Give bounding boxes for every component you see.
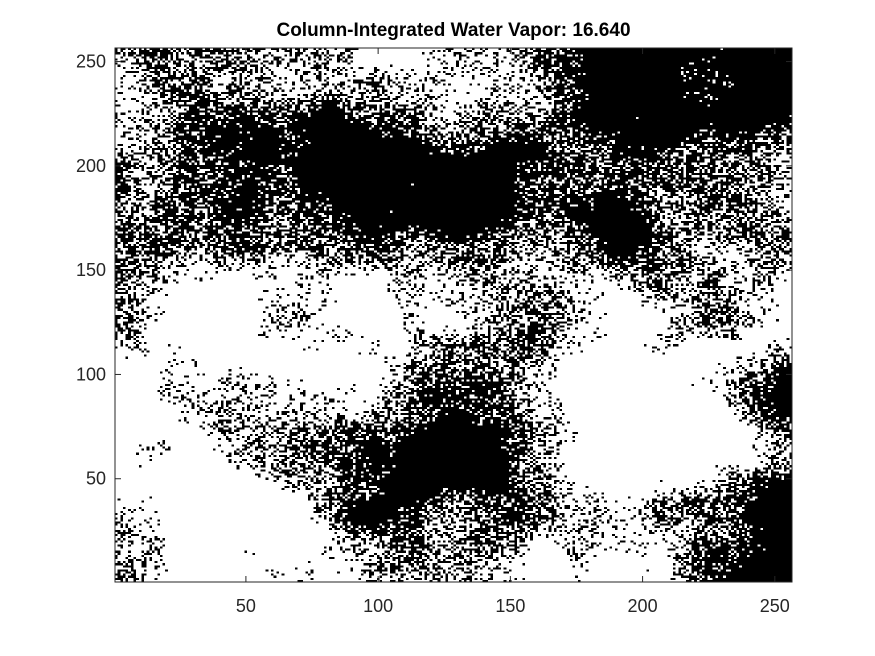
- y-tick-label: 100: [76, 364, 106, 384]
- heatmap-image: [115, 48, 792, 582]
- x-tick-label: 50: [236, 596, 256, 616]
- chart-title: Column-Integrated Water Vapor: 16.640: [276, 20, 631, 41]
- x-tick-label: 200: [628, 596, 658, 616]
- y-tick-label: 250: [76, 52, 106, 72]
- y-axis: 50 100 150 200 250: [76, 52, 792, 489]
- x-tick-label: 250: [760, 596, 790, 616]
- y-tick-label: 150: [76, 260, 106, 280]
- y-tick-label: 50: [86, 469, 106, 489]
- x-tick-label: 100: [363, 596, 393, 616]
- axes-box: [114, 47, 793, 583]
- x-axis: 50 100 150 200 250: [236, 48, 790, 616]
- y-tick-label: 200: [76, 156, 106, 176]
- x-tick-label: 150: [495, 596, 525, 616]
